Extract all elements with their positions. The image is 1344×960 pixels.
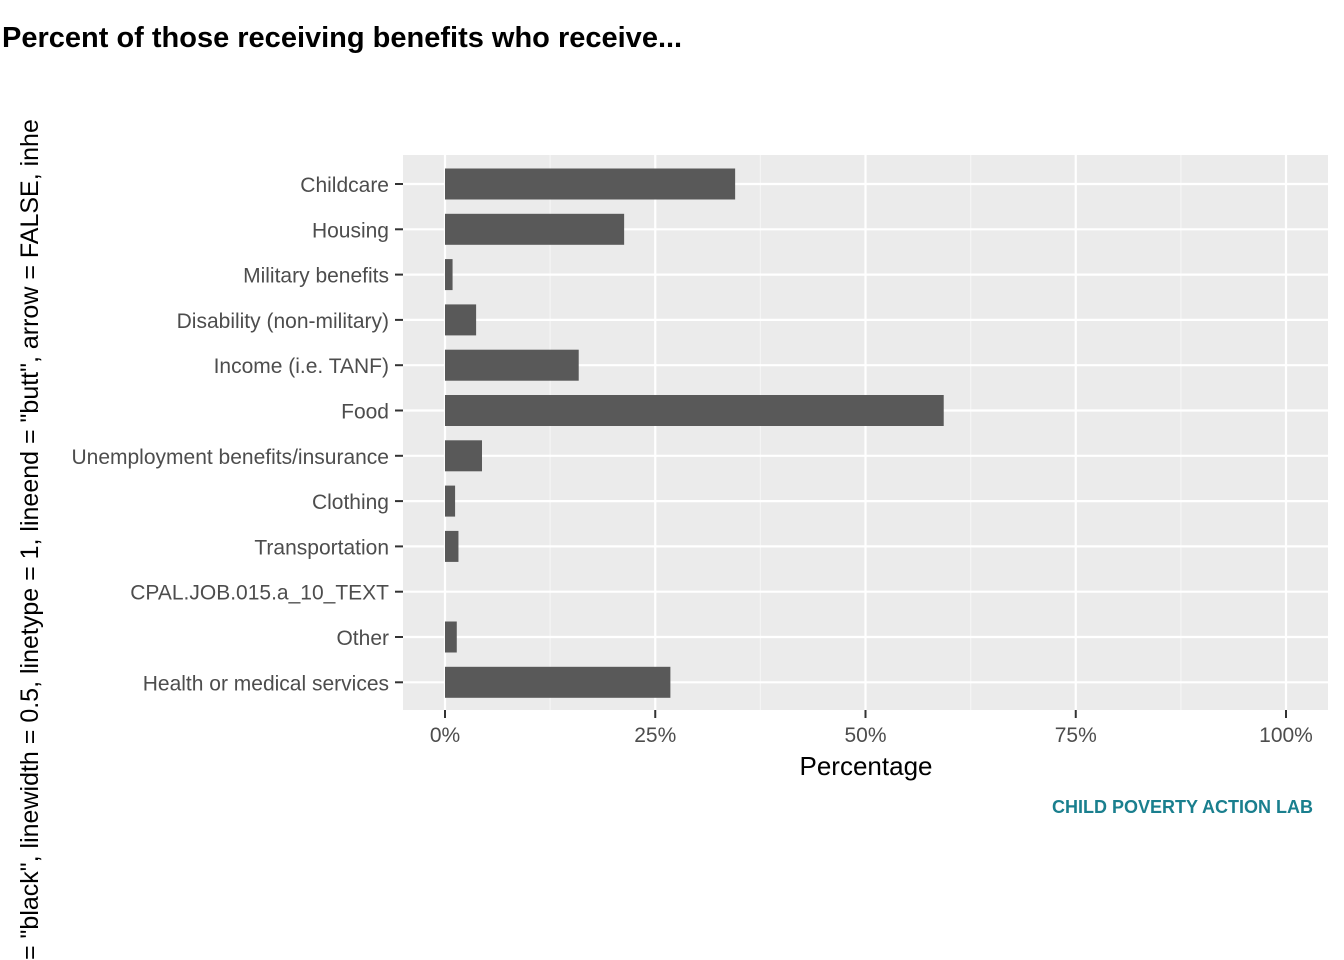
side-text: = "black", linewidth = 0.5, linetype = 1… — [16, 119, 44, 960]
caption: CHILD POVERTY ACTION LAB — [1052, 797, 1313, 817]
category-label: Military benefits — [243, 265, 389, 288]
category-label: Housing — [312, 219, 389, 242]
x-tick-label: 100% — [1259, 724, 1313, 747]
x-tick-label: 75% — [1055, 724, 1097, 747]
bar — [445, 168, 736, 200]
category-label: Unemployment benefits/insurance — [71, 446, 389, 469]
bar — [445, 349, 579, 381]
x-axis-ticks: 0% 25% 50% 75% 100% — [430, 710, 1313, 747]
category-label: Health or medical services — [143, 672, 389, 695]
category-label: Childcare — [300, 174, 389, 197]
bar — [445, 304, 477, 336]
category-label: Other — [336, 627, 389, 650]
x-tick-label: 50% — [844, 724, 886, 747]
x-tick-label: 25% — [634, 724, 676, 747]
bar — [445, 213, 625, 245]
category-label: CPAL.JOB.015.a_10_TEXT — [130, 582, 389, 605]
category-label: Clothing — [312, 491, 389, 514]
bar — [445, 621, 457, 653]
bar — [445, 485, 456, 517]
category-label: Transportation — [254, 536, 389, 559]
category-label: Income (i.e. TANF) — [214, 355, 389, 378]
x-tick-label: 0% — [430, 724, 460, 747]
bar — [445, 440, 483, 472]
bar — [445, 395, 944, 426]
category-label: Food — [341, 401, 389, 424]
bar — [445, 259, 453, 291]
x-axis-title: Percentage — [800, 751, 933, 781]
chart-title: Percent of those receiving benefits who … — [2, 22, 682, 54]
bar — [445, 530, 459, 562]
category-label: Disability (non-military) — [177, 310, 389, 333]
bars — [445, 168, 944, 698]
category-labels: Childcare Housing Military benefits Disabil… — [71, 174, 403, 695]
bar — [445, 666, 671, 698]
